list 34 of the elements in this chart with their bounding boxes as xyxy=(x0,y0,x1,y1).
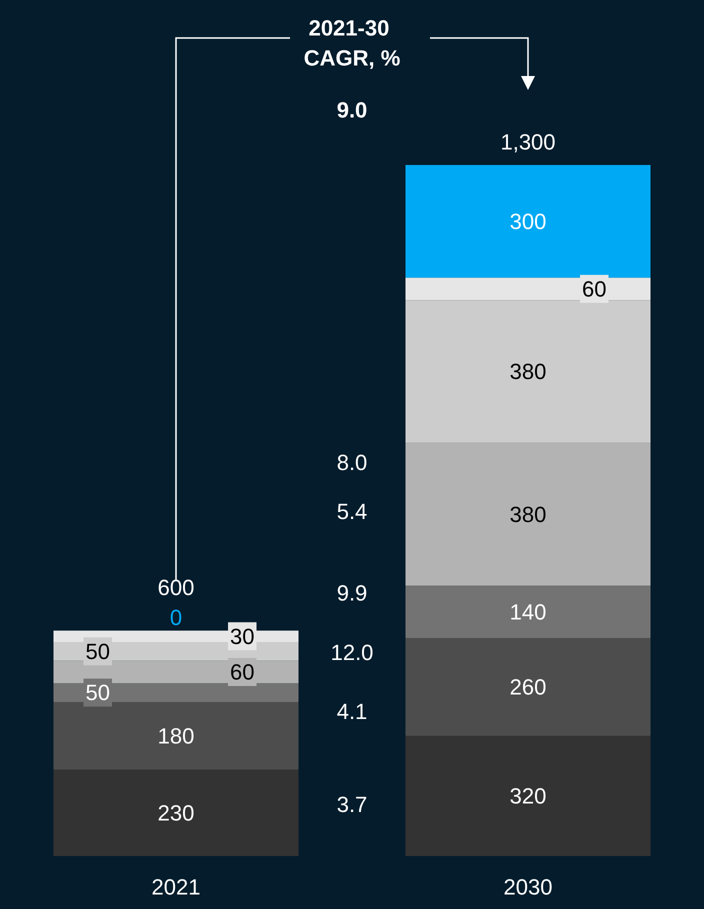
annotation: 1,300 xyxy=(500,130,556,154)
annotation: 8.0 xyxy=(336,450,368,476)
data-label: 0 xyxy=(170,605,182,630)
annotation: 9.9 xyxy=(336,580,368,606)
bar xyxy=(406,442,650,586)
data-label: 30 xyxy=(230,624,254,649)
data-label: 320 xyxy=(510,783,546,808)
chart-title: 2021-30 CAGR, % xyxy=(304,16,400,70)
text: 9.0 xyxy=(336,98,368,122)
bar xyxy=(406,586,650,638)
data-label: 180 xyxy=(158,723,194,748)
data-label: 50 xyxy=(86,638,110,664)
data-label: 380 xyxy=(510,359,546,384)
x-tick-label: 2021 xyxy=(152,874,200,900)
data-label: 140 xyxy=(510,599,546,624)
bar xyxy=(406,638,650,736)
bar xyxy=(406,300,650,443)
bar xyxy=(406,736,650,856)
bar xyxy=(406,165,650,278)
data-label: 60 xyxy=(230,659,254,684)
annotation: 3.7 xyxy=(336,792,368,817)
data-label: 50 xyxy=(86,680,110,706)
data-label: 260 xyxy=(510,674,546,700)
annotation: 12.0 xyxy=(330,640,374,665)
x-tick-label: 2030 xyxy=(504,874,552,900)
bar xyxy=(54,770,298,856)
data-label: 380 xyxy=(510,502,546,527)
bar xyxy=(54,702,298,770)
total-label: 600 xyxy=(158,575,194,600)
annotation: 4.1 xyxy=(336,698,368,724)
data-label: 300 xyxy=(510,208,546,234)
annotation: 5.4 xyxy=(336,498,368,524)
data-label: 60 xyxy=(582,276,606,302)
data-label: 230 xyxy=(158,800,194,826)
